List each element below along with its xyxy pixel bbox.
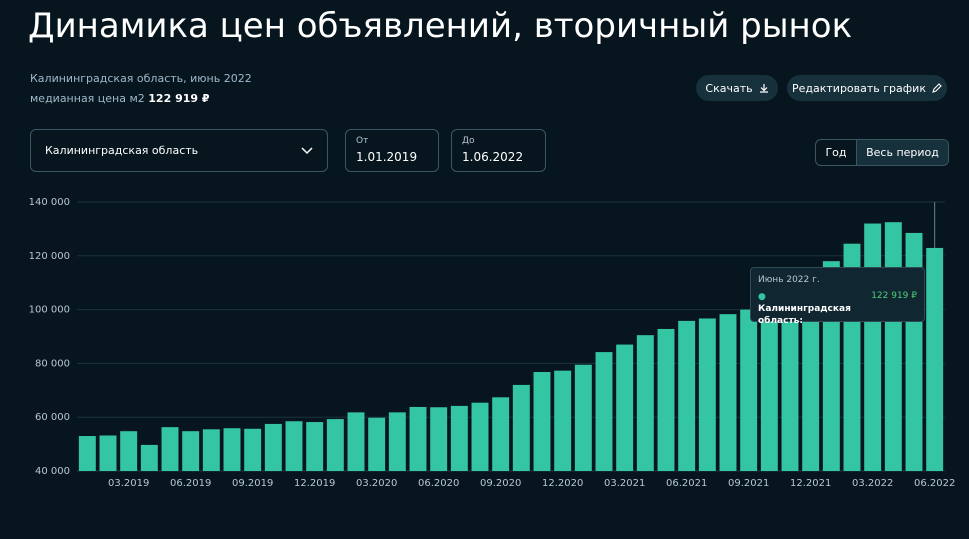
bar (368, 417, 386, 471)
x-tick-label: 06.2022 (914, 478, 955, 489)
tooltip-series: Калининградская область: (758, 304, 851, 326)
bar (182, 431, 200, 471)
median: медианная цена м2 122 919 ₽ (30, 92, 210, 105)
bar (512, 384, 530, 471)
tooltip: Июнь 2022 г. ● Калининградская область: … (750, 267, 925, 326)
download-text: Скачать (705, 81, 753, 95)
bar (864, 223, 882, 471)
bar (595, 352, 613, 471)
bar (409, 406, 427, 471)
bar (306, 422, 324, 471)
tooltip-title: Июнь 2022 г. (758, 275, 820, 285)
bar (264, 423, 282, 471)
y-tick-label: 140 000 (29, 197, 70, 208)
x-tick-label: 03.2019 (108, 478, 149, 489)
edit-icon (932, 83, 942, 93)
tooltip-value: 122 919 ₽ (871, 291, 917, 301)
bar (926, 247, 944, 471)
x-tick-label: 06.2021 (666, 478, 707, 489)
bar (884, 222, 902, 471)
bar (471, 402, 489, 471)
x-tick-label: 03.2022 (852, 478, 893, 489)
period-toggle: Год Весь период (815, 139, 949, 166)
bar (285, 421, 303, 471)
subtitle: Калининградская область, июнь 2022 (30, 72, 252, 85)
bar (678, 320, 696, 471)
year-option[interactable]: Год (816, 140, 857, 165)
x-tick-label: 06.2019 (170, 478, 211, 489)
page-title: Динамика цен объявлений, вторичный рынок (28, 6, 853, 46)
bar (78, 436, 96, 471)
x-tick-label: 09.2020 (480, 478, 521, 489)
to-label: До (462, 136, 475, 146)
bar (719, 314, 737, 471)
download-button[interactable]: Скачать (696, 75, 778, 101)
bar (99, 435, 117, 471)
bar (616, 344, 634, 471)
all-option[interactable]: Весь период (857, 140, 948, 165)
to-value: 1.06.2022 (462, 150, 524, 164)
from-value: 1.01.2019 (356, 150, 418, 164)
bar (223, 428, 241, 471)
bar (533, 372, 551, 471)
x-tick-label: 06.2020 (418, 478, 459, 489)
x-tick-label: 12.2021 (790, 478, 831, 489)
bar (636, 335, 654, 471)
bar (347, 412, 365, 471)
bar (740, 309, 758, 471)
x-tick-label: 12.2019 (294, 478, 335, 489)
bar (161, 427, 179, 471)
edit-button[interactable]: Редактировать график (787, 75, 947, 101)
bar (202, 429, 220, 471)
bar (657, 328, 675, 471)
bar (574, 364, 592, 471)
download-icon (759, 84, 768, 93)
bar (492, 397, 510, 471)
x-tick-label: 09.2021 (728, 478, 769, 489)
x-tick-label: 03.2021 (604, 478, 645, 489)
bar (698, 318, 716, 471)
bar (120, 431, 138, 471)
bar (244, 428, 262, 471)
bar (140, 444, 158, 471)
y-tick-label: 40 000 (35, 466, 70, 477)
bar (388, 412, 406, 471)
y-tick-label: 80 000 (35, 358, 70, 369)
median-value: 122 919 ₽ (148, 92, 210, 105)
edit-text: Редактировать график (792, 81, 926, 95)
x-tick-label: 12.2020 (542, 478, 583, 489)
median-label: медианная цена м2 (30, 92, 145, 105)
bar (326, 419, 344, 471)
to-input[interactable]: До 1.06.2022 (451, 129, 546, 172)
from-input[interactable]: От 1.01.2019 (345, 129, 439, 172)
y-tick-label: 120 000 (29, 251, 70, 262)
bar (554, 370, 572, 471)
x-tick-label: 09.2019 (232, 478, 273, 489)
y-tick-label: 60 000 (35, 412, 70, 423)
from-label: От (356, 136, 369, 146)
bar (430, 407, 448, 471)
x-tick-label: 03.2020 (356, 478, 397, 489)
y-tick-label: 100 000 (29, 305, 70, 316)
region-select[interactable]: Калининградская область (30, 129, 328, 172)
chevron (301, 146, 313, 154)
region-text: Калининградская область (45, 144, 199, 157)
bar (450, 405, 468, 471)
